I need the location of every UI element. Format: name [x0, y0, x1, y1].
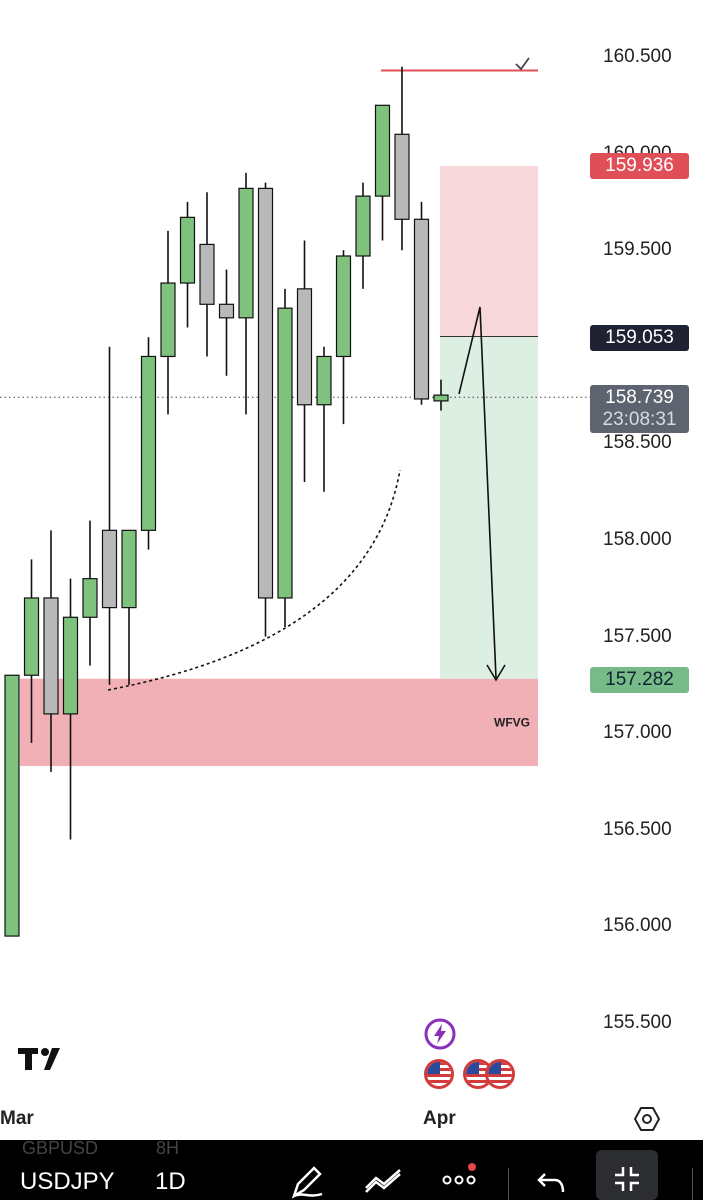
- indicators-icon[interactable]: [364, 1164, 404, 1194]
- candle-body: [43, 597, 59, 715]
- fvg-zone: [20, 678, 538, 767]
- projection-arrow: [458, 306, 497, 679]
- current-price-value: 158.739: [605, 387, 674, 408]
- y-tick-label: 157.000: [603, 722, 672, 744]
- undo-icon[interactable]: [535, 1168, 567, 1196]
- y-tick-label: 156.000: [603, 915, 672, 937]
- exit-fullscreen-icon: [615, 1167, 639, 1191]
- price-chart[interactable]: WFVG: [0, 0, 703, 1140]
- candle-body: [433, 394, 449, 402]
- more-options-icon[interactable]: [440, 1160, 480, 1190]
- secondary-interval: 8H: [156, 1138, 180, 1158]
- bar-countdown: 23:08:31: [602, 409, 677, 430]
- symbol-button[interactable]: USDJPY: [20, 1168, 115, 1195]
- y-tick-label: 158.500: [603, 432, 672, 454]
- y-tick-label: 160.500: [603, 46, 672, 67]
- candle-body: [179, 216, 196, 284]
- stop-price-tag: 159.936: [590, 153, 689, 179]
- candle-body: [160, 282, 176, 358]
- y-tick-label: 155.500: [603, 1012, 672, 1033]
- candle-body: [4, 674, 20, 937]
- checkmark-icon: [515, 57, 530, 71]
- candle-body: [62, 616, 79, 715]
- lightning-event-icon[interactable]: [424, 1018, 456, 1050]
- candle-body: [296, 288, 313, 406]
- fvg-label: WFVG: [494, 715, 530, 729]
- drawing-pen-icon[interactable]: [288, 1162, 328, 1200]
- target-price-tag: 157.282: [590, 667, 689, 693]
- bottom-toolbar: GBPUSD 8H USDJPY 1D: [0, 1138, 703, 1200]
- candle-body: [394, 133, 410, 220]
- candle-body: [413, 218, 430, 400]
- candle-body: [218, 303, 235, 319]
- us-flag-event-icon[interactable]: [424, 1059, 454, 1089]
- candle-body: [82, 578, 98, 618]
- candle-body: [23, 597, 40, 676]
- candle-body: [335, 255, 352, 358]
- x-label-mar: Mar: [0, 1108, 34, 1129]
- toolbar-edge-divider: [692, 1168, 693, 1200]
- settings-hexagon-icon[interactable]: [634, 1106, 660, 1132]
- entry-price-tag: 159.053: [590, 325, 689, 351]
- candle-body: [101, 529, 118, 609]
- current-price-tag: 158.739 23:08:31: [590, 385, 689, 433]
- toolbar-divider: [508, 1168, 509, 1200]
- fullscreen-button[interactable]: [596, 1150, 658, 1200]
- x-label-apr: Apr: [423, 1108, 456, 1129]
- candle-body: [374, 104, 391, 197]
- candle-body: [121, 529, 137, 609]
- candle-body: [199, 243, 215, 305]
- candle-body: [238, 187, 254, 319]
- interval-button[interactable]: 1D: [155, 1168, 186, 1195]
- candle-body: [277, 307, 293, 599]
- y-tick-label: 159.500: [603, 239, 672, 261]
- tradingview-logo: [18, 1048, 60, 1070]
- stop-loss-zone: [440, 165, 538, 337]
- y-tick-label: 158.000: [603, 529, 672, 550]
- y-tick-label: 157.500: [603, 625, 672, 647]
- rounded-bottom-curve: [107, 469, 401, 691]
- secondary-symbol: GBPUSD: [22, 1138, 99, 1158]
- candle-body: [257, 187, 274, 599]
- candle-body: [316, 355, 332, 406]
- y-tick-label: 156.500: [603, 818, 672, 840]
- arrow-head-icon: [486, 664, 506, 682]
- us-flag-event-icon[interactable]: [485, 1059, 515, 1089]
- candle-body: [140, 355, 157, 531]
- candle-body: [355, 195, 371, 257]
